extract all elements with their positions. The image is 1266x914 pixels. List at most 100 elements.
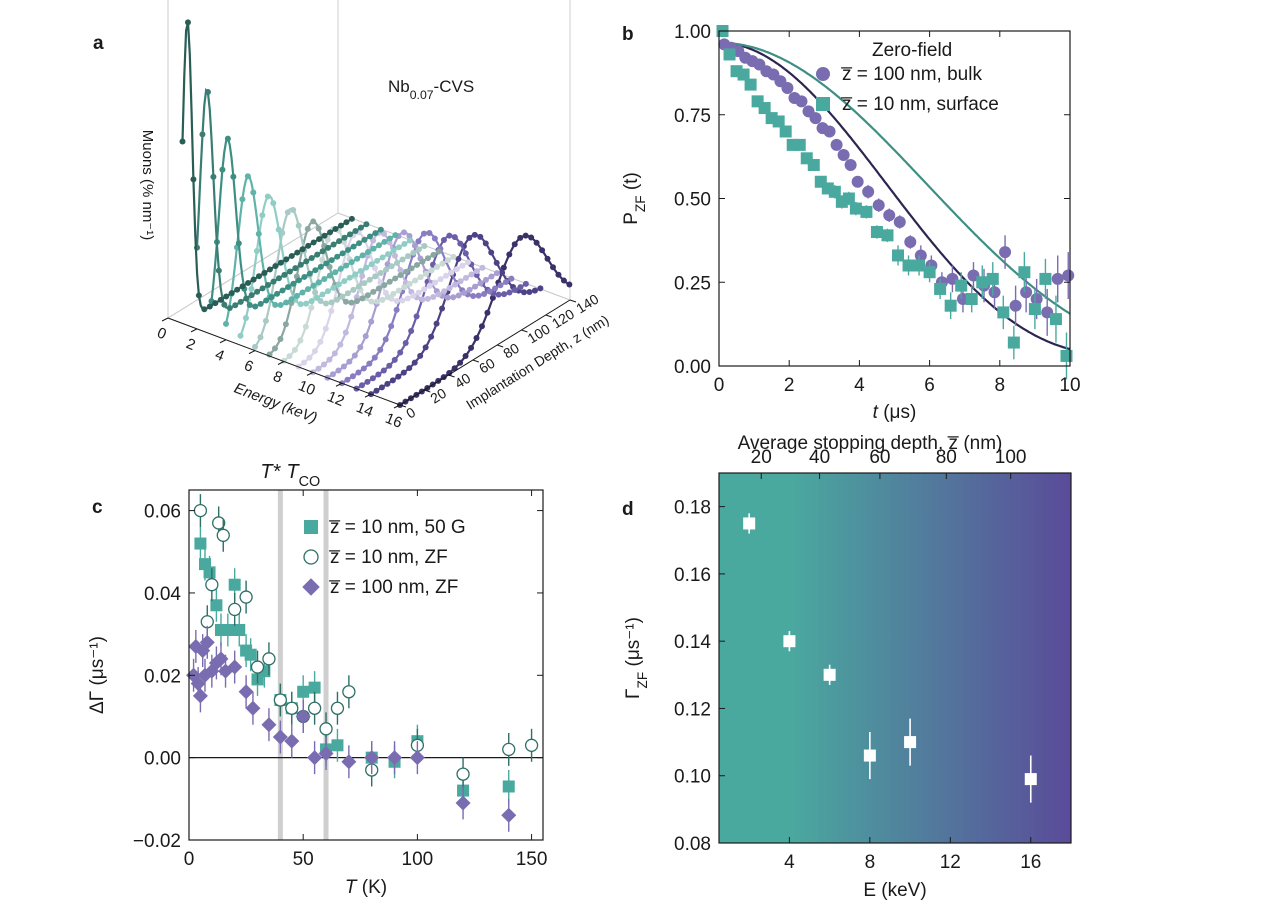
waterfall-point — [357, 224, 364, 231]
data-point — [245, 700, 261, 716]
data-point — [456, 767, 470, 781]
data-point — [1049, 313, 1062, 326]
data-point — [272, 729, 288, 745]
waterfall-point — [299, 289, 306, 296]
waterfall-point — [468, 344, 475, 351]
waterfall-point — [370, 237, 377, 244]
waterfall-point — [272, 301, 279, 308]
waterfall-point — [283, 256, 290, 263]
waterfall-point — [381, 238, 388, 245]
waterfall-point — [385, 251, 392, 258]
waterfall-point — [332, 269, 339, 276]
waterfall-point — [341, 278, 348, 285]
waterfall-point — [352, 271, 359, 278]
panel-d-relaxation-vs-energy-chart: d 4 8 12 16 0.08 0.10 0.12 0.14 0.16 0.18 20 40 60 80 1… — [622, 433, 1072, 901]
legend-label-0: z̅ = 100 nm, bulk — [841, 64, 983, 85]
waterfall-point — [400, 369, 407, 376]
data-point — [870, 226, 883, 238]
waterfall-point — [386, 235, 393, 242]
waterfall-point — [321, 232, 328, 239]
waterfall-point — [297, 261, 304, 268]
waterfall-point — [325, 244, 332, 251]
waterfall-point — [333, 296, 340, 303]
data-point — [872, 199, 885, 212]
waterfall-point — [243, 295, 250, 302]
x-tick-label: 4 — [784, 852, 795, 873]
waterfall-point — [237, 298, 244, 305]
data-point — [779, 125, 792, 138]
waterfall-point — [399, 256, 406, 263]
waterfall-point — [217, 296, 224, 303]
waterfall-point — [500, 264, 507, 271]
waterfall-point — [326, 272, 333, 279]
data-point — [1039, 272, 1052, 285]
waterfall-point — [415, 289, 422, 296]
y-tick-label: 0.04 — [144, 584, 181, 605]
waterfall-point — [299, 246, 306, 253]
waterfall-point — [537, 285, 544, 292]
waterfall-point — [415, 238, 422, 245]
waterfall-point — [428, 267, 435, 274]
waterfall-point — [254, 288, 261, 295]
waterfall-point — [281, 271, 288, 278]
data-point — [851, 175, 864, 188]
x-tick-label: 12 — [940, 852, 961, 873]
waterfall-point — [288, 296, 295, 303]
waterfall-point — [426, 229, 433, 236]
waterfall-point — [405, 253, 411, 260]
waterfall-point — [348, 215, 355, 222]
waterfall-point — [439, 260, 446, 267]
waterfall-point — [326, 356, 333, 363]
data-point — [976, 276, 989, 289]
waterfall-point — [252, 303, 259, 310]
waterfall-series-14 — [179, 19, 355, 313]
waterfall-point — [499, 269, 506, 276]
data-point — [342, 685, 356, 699]
depth-tick — [399, 404, 407, 408]
waterfall-point — [420, 230, 427, 237]
waterfall-point — [364, 378, 371, 385]
waterfall-point — [332, 225, 339, 232]
waterfall-point — [488, 273, 495, 280]
waterfall-point — [355, 283, 362, 290]
data-point — [823, 668, 836, 681]
waterfall-point — [340, 363, 347, 370]
data-point — [944, 299, 957, 312]
data-point — [1020, 286, 1033, 299]
waterfall-point — [388, 323, 395, 330]
waterfall-point — [359, 252, 366, 259]
plot-frame — [188, 489, 544, 841]
energy-tick-label: 10 — [296, 377, 318, 399]
waterfall-point — [450, 294, 457, 301]
data-point — [892, 249, 905, 262]
waterfall-point — [390, 290, 397, 297]
data-point — [783, 635, 796, 648]
waterfall-point — [401, 229, 407, 236]
y-tick-label: 1.00 — [674, 22, 711, 43]
waterfall-point — [270, 278, 277, 285]
energy-tick-label: 6 — [242, 357, 256, 376]
waterfall-point — [419, 296, 426, 303]
data-point — [319, 722, 333, 736]
data-point — [1060, 349, 1073, 362]
waterfall-point — [493, 259, 500, 266]
waterfall-point — [329, 371, 336, 378]
data-point — [273, 693, 288, 707]
data-point — [297, 685, 310, 698]
waterfall-point — [368, 298, 375, 305]
waterfall-point — [337, 265, 344, 272]
waterfall-point — [508, 275, 515, 282]
waterfall-point — [372, 230, 379, 237]
waterfall-point — [414, 261, 421, 268]
waterfall-point — [288, 252, 295, 259]
waterfall-point — [463, 274, 469, 281]
data-point — [194, 537, 207, 550]
waterfall-point — [371, 354, 378, 361]
waterfall-point — [322, 325, 329, 332]
waterfall-point — [310, 282, 317, 289]
waterfall-point — [277, 335, 284, 342]
depth-tick — [496, 344, 504, 348]
data-point — [830, 138, 843, 151]
waterfall-point — [468, 271, 475, 278]
data-point — [902, 259, 915, 272]
